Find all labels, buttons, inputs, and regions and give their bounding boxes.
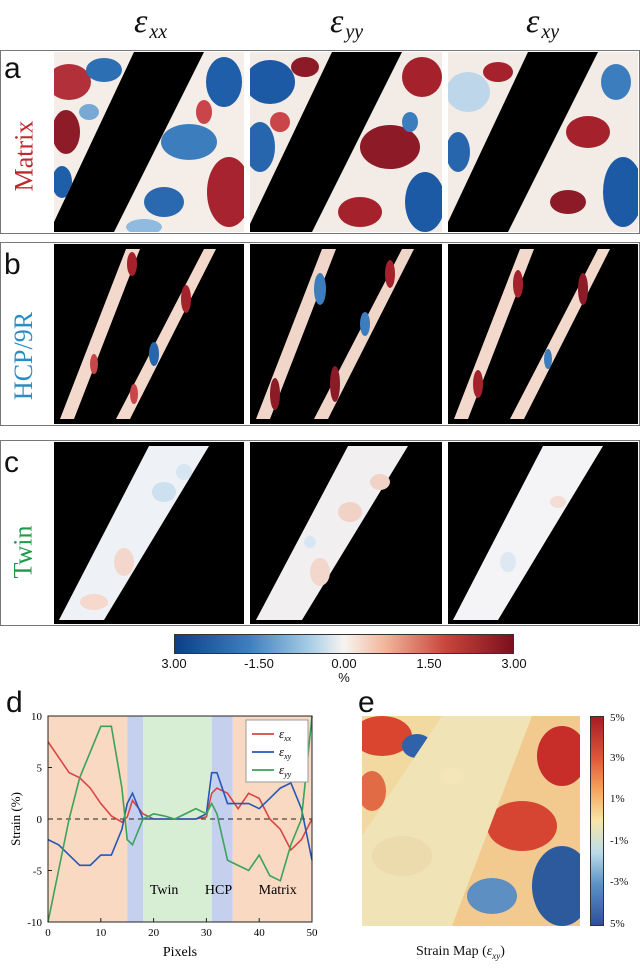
row-b-letter: b [4, 248, 21, 281]
panel-a-exy [448, 52, 638, 232]
x-tick-label: 30 [201, 927, 213, 939]
series-line-2 [47, 715, 313, 923]
row-b-label: HCP/9R [9, 311, 38, 401]
y-tick-label: -5 [33, 866, 43, 878]
legend-box [245, 719, 309, 783]
header-exy-symbol: ε [526, 3, 540, 40]
y-tick-label: 10 [31, 711, 43, 723]
y-axis-title: Strain (%) [8, 792, 23, 846]
row-c-letter: c [4, 446, 19, 479]
colorbar-e-tick: 3% [610, 752, 625, 764]
colorbar-tick: -1.50 [244, 656, 274, 671]
region-band [127, 716, 144, 922]
x-tick-label: 10 [95, 927, 107, 939]
panel-b-exy [448, 244, 638, 424]
region-label: Twin [150, 883, 179, 898]
panel-b-eyy [250, 244, 442, 424]
panel-d-letter: d [6, 686, 23, 719]
header-exx: ε xx [134, 2, 167, 52]
colorbar-e [590, 716, 604, 926]
header-eyy-sub: yy [345, 21, 364, 43]
header-exy: ε xy [526, 2, 559, 52]
y-tick-label: 0 [37, 814, 43, 826]
colorbar-e-tick: 1% [610, 793, 625, 805]
colorbar [174, 634, 514, 654]
strain-map-caption: Strain Map (εxy) [416, 944, 505, 961]
region-label: Matrix [259, 883, 297, 898]
colorbar-unit: % [338, 670, 350, 685]
legend-sub: xx [283, 734, 292, 743]
colorbar-tick: 3.00 [161, 656, 187, 671]
header-exx-symbol: ε [134, 3, 148, 40]
colorbar-tick: 0.00 [331, 656, 357, 671]
strain-map-e [362, 716, 580, 926]
legend-sub: xy [283, 752, 292, 761]
x-axis-title: Pixels [163, 945, 197, 960]
panel-c-exy [448, 442, 638, 624]
colorbar-tick: 1.50 [416, 656, 442, 671]
legend-sub: yy [283, 770, 292, 779]
y-tick-label: -10 [27, 917, 42, 929]
header-exx-sub: xx [149, 21, 168, 43]
header-eyy-symbol: ε [330, 3, 344, 40]
colorbar-e-tick: 5% [610, 712, 625, 724]
colorbar-e-tick: 5% [610, 918, 625, 930]
x-tick-label: 50 [307, 927, 319, 939]
row-c-label: Twin [9, 525, 39, 579]
panel-c-eyy [250, 442, 442, 624]
y-tick-label: 5 [37, 763, 43, 775]
colorbar-tick: 3.00 [501, 656, 527, 671]
colorbar-e-tick: -1% [610, 835, 629, 847]
panel-a-exx [54, 52, 244, 232]
panel-c-exx [54, 442, 244, 624]
series-line-1 [47, 771, 313, 867]
header-exy-sub: xy [541, 21, 560, 43]
panel-a-eyy [250, 52, 442, 232]
panel-e-letter: e [358, 686, 375, 719]
panel-b-exx [54, 244, 244, 424]
x-tick-label: 40 [254, 927, 266, 939]
header-eyy: ε yy [330, 2, 363, 52]
row-a-letter: a [4, 52, 21, 85]
x-tick-label: 0 [45, 927, 51, 939]
region-label: HCP [205, 883, 232, 898]
x-tick-label: 20 [148, 927, 160, 939]
row-a-label: Matrix [9, 120, 39, 192]
colorbar-e-tick: -3% [610, 876, 629, 888]
